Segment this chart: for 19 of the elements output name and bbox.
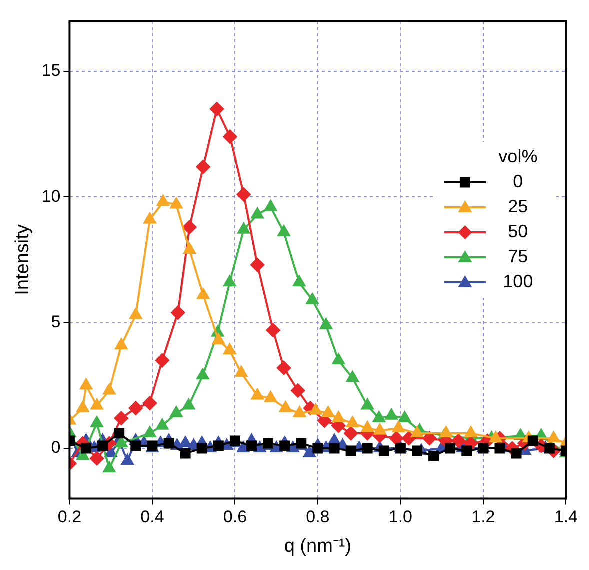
x-axis-title: q (nm⁻¹) xyxy=(284,536,352,557)
x-tick-label: 0.6 xyxy=(223,508,248,527)
legend-label: 75 xyxy=(508,246,528,266)
x-tick-label: 1.2 xyxy=(472,508,496,527)
y-tick-label: 5 xyxy=(51,312,61,332)
legend-title: vol% xyxy=(498,146,538,166)
x-tick-label: 0.8 xyxy=(306,508,330,527)
y-axis-title: Intensity xyxy=(12,224,34,296)
legend-label: 50 xyxy=(508,221,528,242)
x-tick-label: 1.0 xyxy=(388,508,413,527)
x-tick-label: 1.4 xyxy=(554,508,578,527)
x-tick-label: 0.2 xyxy=(58,508,82,527)
y-tick-label: 10 xyxy=(42,186,61,206)
legend-label: 25 xyxy=(508,196,528,216)
y-tick-label: 15 xyxy=(42,61,61,80)
x-tick-label: 0.4 xyxy=(140,508,164,527)
legend-label: 100 xyxy=(503,271,534,292)
legend-label: 0 xyxy=(513,171,524,192)
y-tick-label: 0 xyxy=(51,438,61,458)
